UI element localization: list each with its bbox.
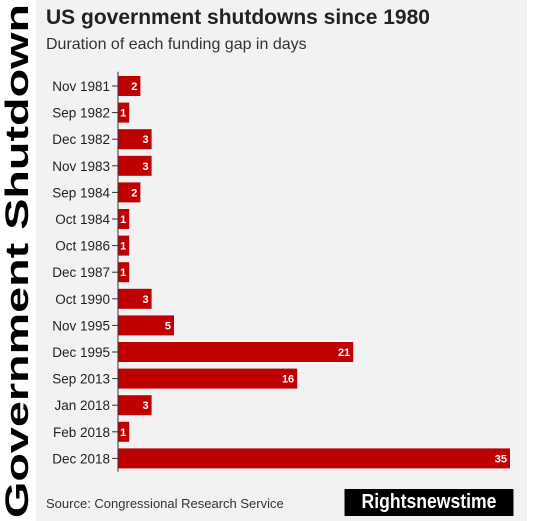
source-note: Source: Congressional Research Service <box>46 496 284 511</box>
y-tick-label: Sep 2013 <box>52 372 110 387</box>
y-tick-label: Nov 1995 <box>52 318 110 333</box>
bar-value-label: 2 <box>131 187 137 199</box>
bar-value-label: 1 <box>120 214 126 226</box>
brand-logo: Rightsnewstime <box>344 489 514 516</box>
y-tick-label: Nov 1981 <box>52 79 110 94</box>
y-tick-label: Oct 1984 <box>55 212 110 227</box>
bar-value-label: 1 <box>120 108 126 120</box>
bar <box>118 182 141 203</box>
bar-value-label: 1 <box>120 241 126 253</box>
bar <box>118 421 130 442</box>
side-watermark: Government Shutdown <box>2 0 32 521</box>
bar <box>118 262 130 283</box>
bar <box>118 368 298 389</box>
bar-value-label: 3 <box>142 134 148 146</box>
bar-value-label: 16 <box>282 374 294 386</box>
y-tick-label: Dec 2018 <box>52 451 110 466</box>
chart-subtitle: Duration of each funding gap in days <box>46 36 307 53</box>
bar-value-label: 35 <box>495 453 507 465</box>
y-tick-label: Dec 1987 <box>52 265 110 280</box>
bar <box>118 315 174 336</box>
chart-panel: US government shutdowns since 1980 Durat… <box>36 0 527 521</box>
bar <box>118 209 130 229</box>
bar-value-label: 3 <box>142 400 148 412</box>
y-tick-label: Sep 1982 <box>52 106 110 121</box>
bar <box>118 395 152 416</box>
bar-value-label: 1 <box>120 427 126 439</box>
bar-chart: Nov 1981 2 Sep 1982 1 Dec 1982 3 Nov 1983 3 Sep … <box>52 71 510 472</box>
bar-value-label: 5 <box>165 320 171 332</box>
y-tick-label: Dec 1995 <box>52 345 110 360</box>
bar <box>118 102 130 123</box>
bar <box>118 155 152 176</box>
y-tick-label: Sep 1984 <box>52 185 110 200</box>
bar <box>118 129 152 150</box>
y-tick-label: Oct 1986 <box>55 239 110 254</box>
bar-value-label: 2 <box>131 81 137 93</box>
bar <box>118 76 141 96</box>
y-tick-label: Feb 2018 <box>53 425 110 440</box>
bar <box>118 235 130 256</box>
y-tick-label: Dec 1982 <box>52 132 110 147</box>
bar <box>118 288 152 309</box>
bar-value-label: 3 <box>142 294 148 306</box>
bar-value-label: 21 <box>338 347 350 359</box>
y-tick-label: Jan 2018 <box>54 398 110 413</box>
bar-value-label: 1 <box>120 267 126 279</box>
side-watermark-text: Government Shutdown <box>2 4 32 518</box>
y-tick-label: Oct 1990 <box>55 292 110 307</box>
bar-value-label: 3 <box>142 161 148 173</box>
bar <box>118 342 354 362</box>
bar <box>118 448 510 469</box>
chart-title: US government shutdowns since 1980 <box>46 6 430 29</box>
y-tick-label: Nov 1983 <box>52 159 110 174</box>
